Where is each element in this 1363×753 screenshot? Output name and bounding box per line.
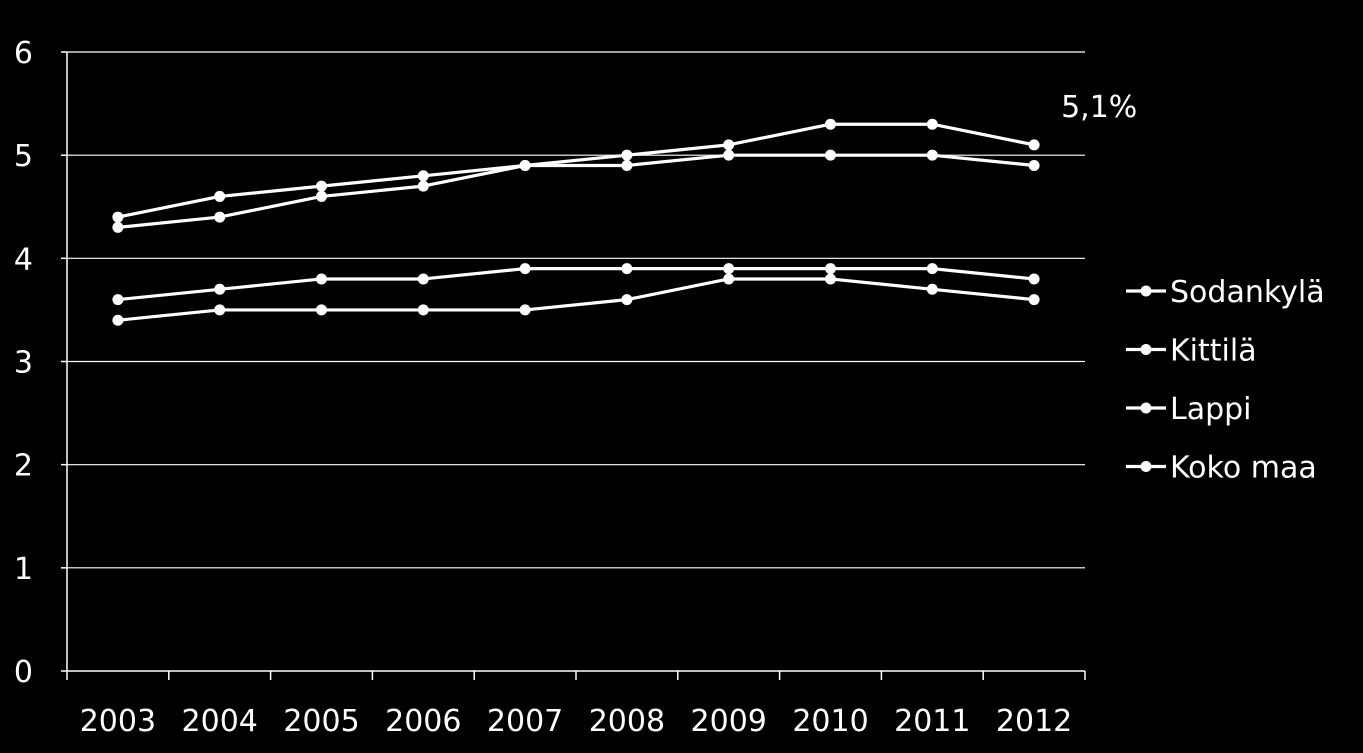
series-0-point-2008	[621, 159, 633, 171]
y-tick-label-3: 3	[14, 346, 33, 381]
axes	[61, 51, 1086, 680]
series-1-point-2004	[214, 211, 226, 223]
annotations: 5,1%	[1061, 90, 1137, 125]
series-1-point-2005	[316, 190, 327, 202]
y-tick-label-6: 6	[14, 36, 33, 71]
series-lines	[112, 118, 1040, 326]
y-tick-label-0: 0	[14, 655, 33, 690]
series-2	[112, 263, 1040, 306]
y-axis-tick-labels: 0 1 2 3 4 5 6	[14, 36, 33, 690]
legend-label-3: Koko maa	[1170, 451, 1317, 486]
x-tick-label-2012: 2012	[996, 704, 1072, 739]
series-0-point-2006	[417, 170, 429, 182]
annotation-0: 5,1%	[1061, 90, 1137, 125]
legend-item-1: Kittilä	[1126, 334, 1257, 369]
series-line-0	[117, 153, 1035, 219]
y-tick-label-2: 2	[14, 449, 33, 484]
legend-swatch-marker-2	[1140, 402, 1152, 414]
series-3-point-2011	[926, 283, 938, 295]
legend-item-0: Sodankylä	[1126, 275, 1325, 310]
series-0-point-2010	[825, 149, 836, 161]
legend: Sodankylä Kittilä Lappi Koko maa	[1126, 275, 1325, 486]
legend-label-1: Kittilä	[1170, 334, 1257, 369]
series-1-point-2006	[417, 180, 429, 192]
series-2-point-2004	[214, 283, 226, 295]
series-2-point-2009	[723, 263, 735, 275]
series-1-point-2008	[621, 149, 633, 161]
series-2-point-2010	[825, 263, 836, 275]
series-1-point-2011	[926, 118, 938, 130]
gridlines	[67, 51, 1085, 569]
series-2-point-2008	[621, 263, 633, 275]
y-tick-label-4: 4	[14, 242, 33, 277]
x-tick-label-2011: 2011	[894, 704, 970, 739]
legend-swatch-marker-3	[1140, 461, 1152, 472]
series-2-point-2003	[112, 294, 124, 306]
series-line-3	[117, 277, 1035, 322]
series-1-point-2003	[112, 221, 124, 233]
series-3-point-2004	[214, 304, 226, 316]
series-3-point-2008	[621, 294, 633, 306]
y-tick-label-1: 1	[14, 552, 33, 587]
legend-item-2: Lappi	[1126, 392, 1252, 427]
series-3-point-2003	[112, 314, 124, 326]
series-0-point-2004	[214, 190, 226, 202]
x-tick-label-2003: 2003	[80, 704, 156, 739]
series-2-point-2007	[519, 263, 531, 275]
x-axis-tick-labels: 2003 2004 2005 2006 2007 2008 2009 2010 2011 2012	[80, 704, 1073, 739]
legend-label-2: Lappi	[1170, 392, 1252, 427]
series-1-point-2010	[825, 118, 836, 130]
series-2-point-2006	[417, 273, 429, 285]
series-1-point-2007	[519, 159, 531, 171]
series-0-point-2009	[723, 149, 735, 161]
series-2-point-2005	[316, 273, 327, 285]
x-tick-label-2009: 2009	[691, 704, 767, 739]
x-tick-label-2007: 2007	[487, 704, 563, 739]
series-0-point-2003	[112, 211, 124, 223]
series-line-1	[117, 122, 1035, 229]
x-tick-label-2006: 2006	[385, 704, 461, 739]
series-1	[112, 118, 1040, 233]
legend-label-0: Sodankylä	[1170, 275, 1325, 310]
legend-item-3: Koko maa	[1126, 451, 1317, 486]
series-3-point-2006	[417, 304, 429, 316]
series-1-point-2009	[723, 139, 735, 151]
series-3-point-2007	[519, 304, 531, 316]
series-3-point-2010	[825, 273, 836, 285]
series-2-point-2012	[1028, 273, 1040, 285]
series-3-point-2012	[1028, 294, 1040, 306]
series-0	[112, 149, 1040, 223]
series-0-point-2012	[1028, 159, 1040, 171]
series-3	[112, 273, 1040, 326]
x-tick-label-2005: 2005	[283, 704, 359, 739]
series-3-point-2005	[316, 304, 327, 316]
x-tick-label-2010: 2010	[792, 704, 868, 739]
y-tick-label-5: 5	[14, 139, 33, 174]
x-tick-label-2004: 2004	[182, 704, 258, 739]
series-1-point-2012	[1028, 139, 1040, 151]
legend-swatch-marker-1	[1140, 344, 1152, 355]
series-3-point-2009	[723, 273, 735, 285]
series-0-point-2011	[926, 149, 938, 161]
legend-swatch-marker-0	[1140, 285, 1152, 297]
series-2-point-2011	[926, 263, 938, 275]
series-line-2	[117, 267, 1035, 302]
series-0-point-2005	[316, 180, 327, 192]
x-tick-label-2008: 2008	[589, 704, 665, 739]
